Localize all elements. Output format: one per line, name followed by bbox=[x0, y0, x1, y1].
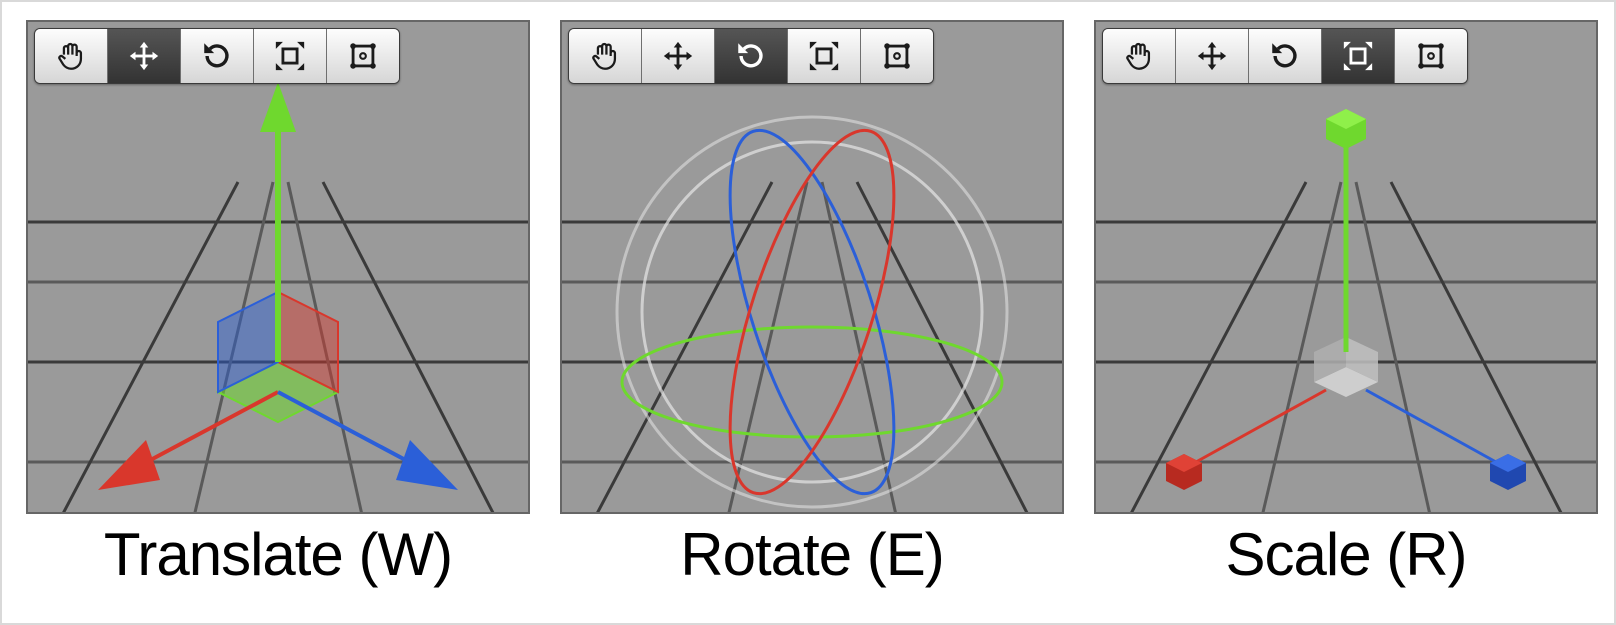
move-icon bbox=[127, 39, 161, 73]
translate-panel: Translate (W) bbox=[28, 20, 528, 589]
scale-scene bbox=[1096, 22, 1596, 512]
rotate-tool-button[interactable] bbox=[715, 29, 788, 83]
scale-tool-button[interactable] bbox=[1322, 29, 1395, 83]
hand-icon bbox=[588, 39, 622, 73]
move-tool-button[interactable] bbox=[108, 29, 181, 83]
move-tool-button[interactable] bbox=[1176, 29, 1249, 83]
rect-icon bbox=[346, 39, 380, 73]
hand-tool-button[interactable] bbox=[35, 29, 108, 83]
rotate-panel: Rotate (E) bbox=[562, 20, 1062, 589]
figure-container: Translate (W) bbox=[0, 0, 1616, 625]
hand-icon bbox=[1122, 39, 1156, 73]
scale-tool-button[interactable] bbox=[788, 29, 861, 83]
rotate-icon bbox=[200, 39, 234, 73]
rotate-icon bbox=[734, 39, 768, 73]
move-icon bbox=[661, 39, 695, 73]
rect-tool-button[interactable] bbox=[1395, 29, 1467, 83]
rect-tool-button[interactable] bbox=[861, 29, 933, 83]
scale-caption: Scale (R) bbox=[1225, 520, 1466, 589]
transform-toolbar bbox=[34, 28, 400, 84]
rotate-viewport bbox=[560, 20, 1064, 514]
translate-scene bbox=[28, 22, 528, 512]
scale-viewport bbox=[1094, 20, 1598, 514]
scale-tool-button[interactable] bbox=[254, 29, 327, 83]
scale-icon bbox=[1341, 39, 1375, 73]
rotate-icon bbox=[1268, 39, 1302, 73]
rect-icon bbox=[1414, 39, 1448, 73]
rotate-scene bbox=[562, 22, 1062, 512]
scale-icon bbox=[807, 39, 841, 73]
scale-panel: Scale (R) bbox=[1096, 20, 1596, 589]
hand-tool-button[interactable] bbox=[1103, 29, 1176, 83]
transform-toolbar bbox=[1102, 28, 1468, 84]
move-tool-button[interactable] bbox=[642, 29, 715, 83]
rect-tool-button[interactable] bbox=[327, 29, 399, 83]
rotate-tool-button[interactable] bbox=[181, 29, 254, 83]
translate-viewport bbox=[26, 20, 530, 514]
rotate-caption: Rotate (E) bbox=[680, 520, 943, 589]
rotate-tool-button[interactable] bbox=[1249, 29, 1322, 83]
move-icon bbox=[1195, 39, 1229, 73]
hand-tool-button[interactable] bbox=[569, 29, 642, 83]
transform-toolbar bbox=[568, 28, 934, 84]
translate-caption: Translate (W) bbox=[104, 520, 452, 589]
rect-icon bbox=[880, 39, 914, 73]
hand-icon bbox=[54, 39, 88, 73]
scale-icon bbox=[273, 39, 307, 73]
